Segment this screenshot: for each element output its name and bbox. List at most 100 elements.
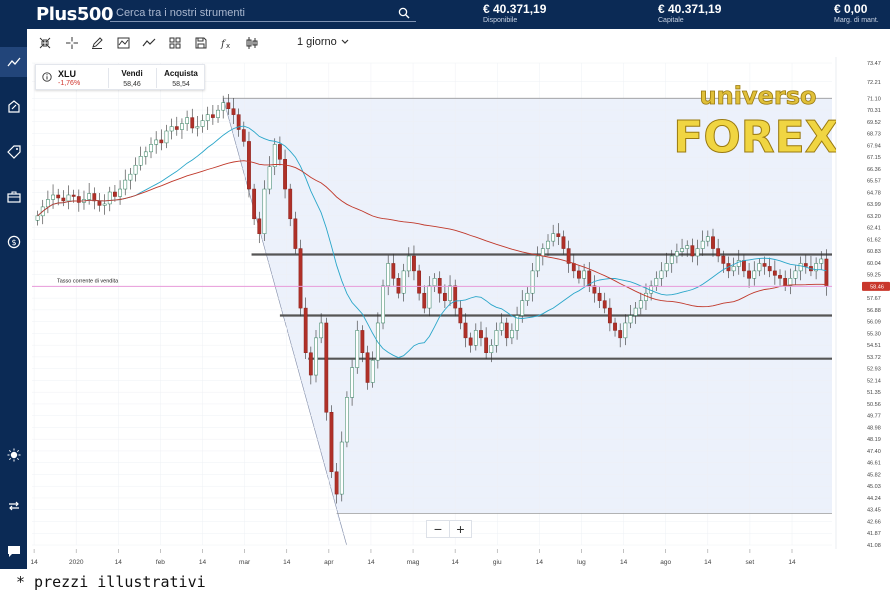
candle xyxy=(308,352,313,376)
sidebar-item-portfolio[interactable] xyxy=(0,182,27,212)
candle xyxy=(355,330,360,368)
zoom-out-button[interactable]: − xyxy=(433,521,443,537)
candle xyxy=(473,330,478,346)
chevron-down-icon xyxy=(341,39,349,44)
candle xyxy=(128,173,133,181)
watermark-line1: universo xyxy=(700,82,817,110)
candle xyxy=(618,330,623,339)
x-tick-label: 14 xyxy=(115,559,123,566)
universo-forex-watermark: universo FOREX xyxy=(676,82,836,160)
candle xyxy=(216,109,220,118)
svg-text:$: $ xyxy=(11,238,16,247)
search-box[interactable] xyxy=(110,3,416,22)
candle xyxy=(484,337,489,353)
crosshair-icon[interactable] xyxy=(64,35,80,51)
y-tick-label: 63.99 xyxy=(867,202,881,208)
y-tick-label: 67.94 xyxy=(867,143,881,149)
y-tick-label: 57.67 xyxy=(867,296,881,302)
candle xyxy=(319,322,324,339)
grid-icon[interactable] xyxy=(167,35,183,51)
candle xyxy=(700,240,705,249)
candle xyxy=(267,166,272,190)
candle xyxy=(401,270,406,294)
sidebar-item-switch[interactable] xyxy=(0,491,27,521)
timeframe-select[interactable]: 1 giorno xyxy=(297,36,349,48)
top-bar: Plus500 € 40.371,19 Disponibile € 40.371… xyxy=(0,0,890,29)
candle xyxy=(767,266,772,272)
candle xyxy=(448,285,452,301)
candle xyxy=(798,263,803,272)
candle xyxy=(262,188,267,234)
y-tick-label: 72.21 xyxy=(867,80,881,86)
y-tick-label: 54.51 xyxy=(867,343,881,349)
sidebar-item-charts[interactable] xyxy=(0,47,27,77)
candle xyxy=(664,263,669,272)
candle xyxy=(479,330,483,339)
collapse-icon[interactable] xyxy=(37,35,53,51)
x-axis: 14 2020 14 feb 14 mar 14 apr 14 mag 14 giu 14 lug 14 ag… xyxy=(30,549,796,566)
trade-arrows-icon xyxy=(7,100,20,113)
pen-icon[interactable] xyxy=(89,35,105,51)
zoom-in-button[interactable]: + xyxy=(448,521,471,537)
shape-icon[interactable] xyxy=(115,35,131,51)
instrument-price-box[interactable]: XLU -1,76% Vendi 58,46 Acquista 58,54 xyxy=(35,64,205,90)
candle xyxy=(757,263,762,272)
candle xyxy=(762,263,767,267)
app-logo[interactable]: Plus500 xyxy=(36,4,113,25)
candle-type-icon[interactable] xyxy=(244,35,260,51)
sidebar-item-funds[interactable]: $ xyxy=(0,227,27,257)
save-icon[interactable] xyxy=(193,35,209,51)
search-input[interactable] xyxy=(110,4,390,22)
candle xyxy=(138,156,143,166)
candle xyxy=(412,255,416,272)
candle xyxy=(241,129,246,142)
zoom-controls: − + xyxy=(426,520,472,538)
sidebar: $ xyxy=(0,29,27,569)
candle xyxy=(824,258,829,287)
candle xyxy=(51,194,55,200)
y-tick-label: 41.08 xyxy=(867,543,881,549)
info-icon[interactable] xyxy=(42,72,52,84)
candle xyxy=(690,245,695,257)
y-tick-label: 67.15 xyxy=(867,155,881,161)
candle xyxy=(113,191,117,197)
candle xyxy=(386,263,391,287)
candle xyxy=(329,412,334,473)
candle xyxy=(107,191,112,205)
sidebar-item-theme[interactable] xyxy=(0,440,27,470)
sell-button[interactable]: Vendi 58,46 xyxy=(112,69,152,88)
candle xyxy=(680,248,684,252)
sidebar-item-orders[interactable] xyxy=(0,137,27,167)
y-tick-label: 63.20 xyxy=(867,214,881,220)
instrument-symbol: XLU xyxy=(58,69,76,79)
y-tick-label: 41.87 xyxy=(867,531,881,537)
x-tick-label: 14 xyxy=(620,559,628,566)
candle xyxy=(566,248,571,264)
candle xyxy=(582,270,586,279)
candle xyxy=(133,164,138,175)
search-icon[interactable] xyxy=(398,6,410,24)
moving-average-fast xyxy=(37,125,827,359)
sidebar-item-chat[interactable] xyxy=(0,536,27,566)
y-tick-label: 59.25 xyxy=(867,273,881,279)
sell-label: Vendi xyxy=(121,69,143,78)
x-tick-label: mar xyxy=(239,559,251,566)
price-chart[interactable]: 100%61.8%50%38.2%0% Tasso corrente di ve… xyxy=(27,57,890,569)
sidebar-item-trade[interactable] xyxy=(0,92,27,122)
candle xyxy=(819,258,824,264)
candle xyxy=(793,270,798,279)
candle xyxy=(669,255,674,264)
candle xyxy=(638,300,643,309)
y-tick-label: 49.77 xyxy=(867,414,881,420)
buy-button[interactable]: Acquista 58,54 xyxy=(161,69,201,88)
y-tick-label: 52.14 xyxy=(867,378,881,384)
trendline-icon[interactable] xyxy=(141,35,157,51)
y-tick-label: 45.82 xyxy=(867,472,881,478)
x-tick-label: set xyxy=(746,559,755,566)
candle xyxy=(61,197,66,202)
candle xyxy=(778,275,782,279)
candle xyxy=(571,263,576,272)
candle xyxy=(654,278,659,287)
candle xyxy=(381,285,385,324)
